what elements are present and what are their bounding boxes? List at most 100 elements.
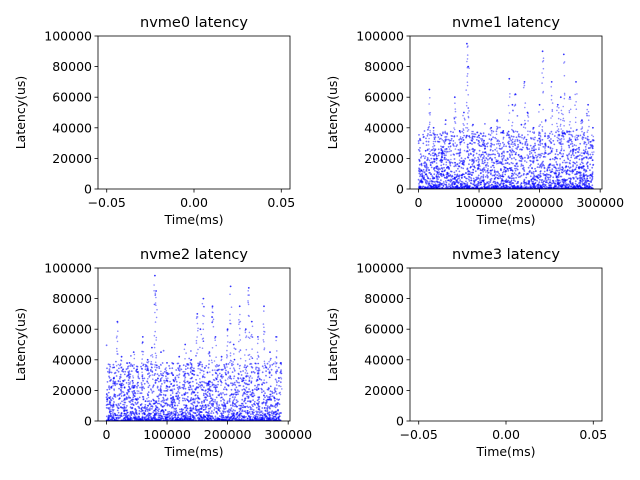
data-point — [477, 161, 480, 164]
data-point — [421, 175, 423, 178]
data-point — [502, 170, 505, 173]
data-point — [459, 143, 462, 146]
data-point — [223, 388, 225, 391]
data-point — [482, 162, 485, 165]
data-point — [541, 161, 544, 164]
data-point — [511, 148, 513, 150]
data-point — [591, 175, 593, 177]
data-point — [122, 403, 125, 406]
data-point — [265, 404, 267, 407]
data-point — [480, 175, 483, 178]
data-point — [148, 376, 151, 378]
data-point — [114, 384, 117, 387]
data-point — [138, 412, 141, 415]
data-point — [443, 156, 446, 159]
data-point — [255, 368, 257, 370]
data-point — [266, 409, 269, 412]
data-point — [553, 135, 556, 137]
data-point — [586, 108, 588, 111]
data-point — [587, 103, 589, 106]
data-point — [191, 390, 194, 393]
data-point — [144, 409, 147, 412]
data-point — [252, 405, 254, 408]
data-point — [140, 403, 143, 405]
data-point — [541, 50, 544, 53]
data-point — [548, 136, 551, 139]
data-point — [532, 138, 535, 141]
data-point — [215, 384, 217, 387]
data-point — [579, 163, 582, 166]
data-point — [460, 180, 463, 183]
data-point — [490, 146, 492, 148]
data-point — [255, 366, 258, 369]
data-point — [113, 388, 115, 391]
data-point — [106, 400, 108, 403]
data-point — [579, 171, 581, 174]
data-point — [139, 392, 142, 395]
data-point — [510, 175, 513, 178]
data-point — [510, 167, 513, 169]
data-point — [231, 401, 234, 403]
data-point — [537, 163, 540, 166]
data-point — [202, 409, 205, 411]
data-point — [468, 178, 470, 181]
data-point — [433, 132, 435, 134]
data-point — [428, 125, 430, 128]
data-point — [147, 404, 150, 407]
data-point — [502, 130, 505, 132]
data-point — [493, 143, 495, 146]
x-tick-label: 300000 — [576, 195, 624, 210]
data-point — [464, 183, 467, 185]
data-point — [261, 414, 264, 417]
data-point — [418, 150, 421, 152]
data-point — [502, 145, 505, 148]
data-point — [152, 390, 155, 393]
data-point — [426, 180, 429, 183]
data-point — [223, 410, 225, 413]
data-point — [519, 142, 522, 144]
data-point — [466, 84, 469, 87]
data-point — [419, 179, 422, 182]
data-point — [143, 387, 146, 390]
data-point — [276, 398, 278, 400]
data-point — [521, 134, 523, 137]
data-point — [559, 181, 562, 184]
data-point — [537, 185, 540, 188]
data-point — [592, 147, 594, 150]
data-point — [152, 402, 155, 405]
data-point — [482, 151, 484, 154]
data-point — [477, 139, 480, 142]
data-point — [462, 129, 465, 131]
data-point — [126, 367, 129, 370]
data-point — [593, 139, 595, 142]
data-point — [487, 168, 489, 170]
data-point — [433, 160, 436, 163]
data-point — [441, 159, 444, 162]
data-point — [476, 167, 479, 170]
data-point — [224, 407, 227, 410]
data-point — [592, 135, 595, 138]
data-point — [591, 177, 594, 180]
data-point — [452, 140, 455, 142]
data-point — [246, 418, 249, 420]
data-point — [421, 175, 424, 178]
data-point — [544, 151, 546, 154]
data-point — [454, 122, 457, 124]
data-point — [511, 135, 513, 138]
data-point — [142, 386, 145, 388]
data-point — [589, 144, 592, 146]
data-point — [542, 180, 545, 183]
data-point — [557, 128, 560, 130]
data-point — [135, 398, 138, 401]
data-point — [541, 82, 543, 84]
data-point — [575, 108, 578, 110]
data-point — [436, 173, 438, 176]
data-point — [231, 410, 234, 413]
data-point — [587, 157, 590, 160]
data-point — [501, 173, 504, 176]
data-point — [218, 404, 221, 406]
data-point — [181, 394, 183, 397]
data-point — [127, 397, 129, 399]
data-point — [488, 157, 491, 160]
data-point — [562, 135, 565, 138]
